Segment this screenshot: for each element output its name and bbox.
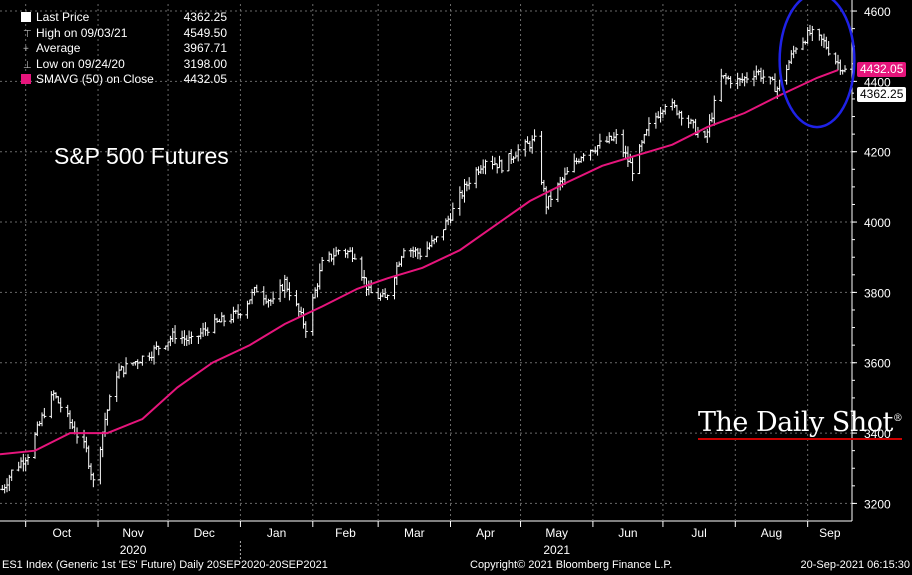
x-tick-label: Jul [691,526,706,540]
y-tick-label: 4600 [864,5,891,19]
sma-line [0,69,839,456]
y-tick-label: 3600 [864,357,891,371]
x-tick-label: Nov [122,526,143,540]
x-tick-label: Oct [53,526,72,540]
x-tick-label: Jun [618,526,637,540]
legend-average: + Average 3967.71 [3,41,227,57]
y-tick-label: 3800 [864,286,891,300]
x-tick-label: Apr [476,526,495,540]
legend-high: ⊤ High on 09/03/21 4549.50 [3,26,227,42]
highlight-ellipse [778,0,856,129]
footer-timestamp: 20-Sep-2021 06:15:30 [800,559,910,571]
year-label: 2021 [543,543,570,557]
legend: Last Price 4362.25 ⊤ High on 09/03/21 45… [3,10,227,88]
y-tick-label: 4400 [864,75,891,89]
x-tick-label: May [545,526,568,540]
legend-smavg: SMAVG (50) on Close 4432.05 [3,72,227,88]
year-label: 2020 [120,543,147,557]
average-marker-icon: + [23,44,29,55]
y-tick-label: 4000 [864,216,891,230]
x-tick-label: Feb [335,526,356,540]
x-tick-label: Aug [761,526,782,540]
last-price-tag: 4362.25 [857,86,907,102]
footer-copyright: Copyright© 2021 Bloomberg Finance L.P. [470,559,673,571]
legend-low: ⊥ Low on 09/24/20 3198.00 [3,57,227,73]
x-tick-label: Jan [267,526,286,540]
sma-price-tag: 4432.05 [857,62,907,78]
x-tick-label: Dec [194,526,215,540]
chart-title: S&P 500 Futures [54,143,229,169]
y-tick-label: 3200 [864,497,891,511]
white-square-icon [21,12,31,22]
registered-mark: ® [892,413,903,424]
footer-security: ES1 Index (Generic 1st 'ES' Future) Dail… [2,559,328,571]
y-tick-label: 4200 [864,146,891,160]
low-marker-icon: ⊥ [23,59,32,71]
magenta-square-icon [21,74,31,84]
y-tick-label: 3400 [864,427,891,441]
brand-logo: The Daily Shot® [698,404,903,440]
legend-last-price: Last Price 4362.25 [3,10,227,26]
x-tick-label: Mar [404,526,425,540]
x-tick-label: Sep [819,526,841,540]
high-marker-icon: ⊤ [23,28,32,40]
